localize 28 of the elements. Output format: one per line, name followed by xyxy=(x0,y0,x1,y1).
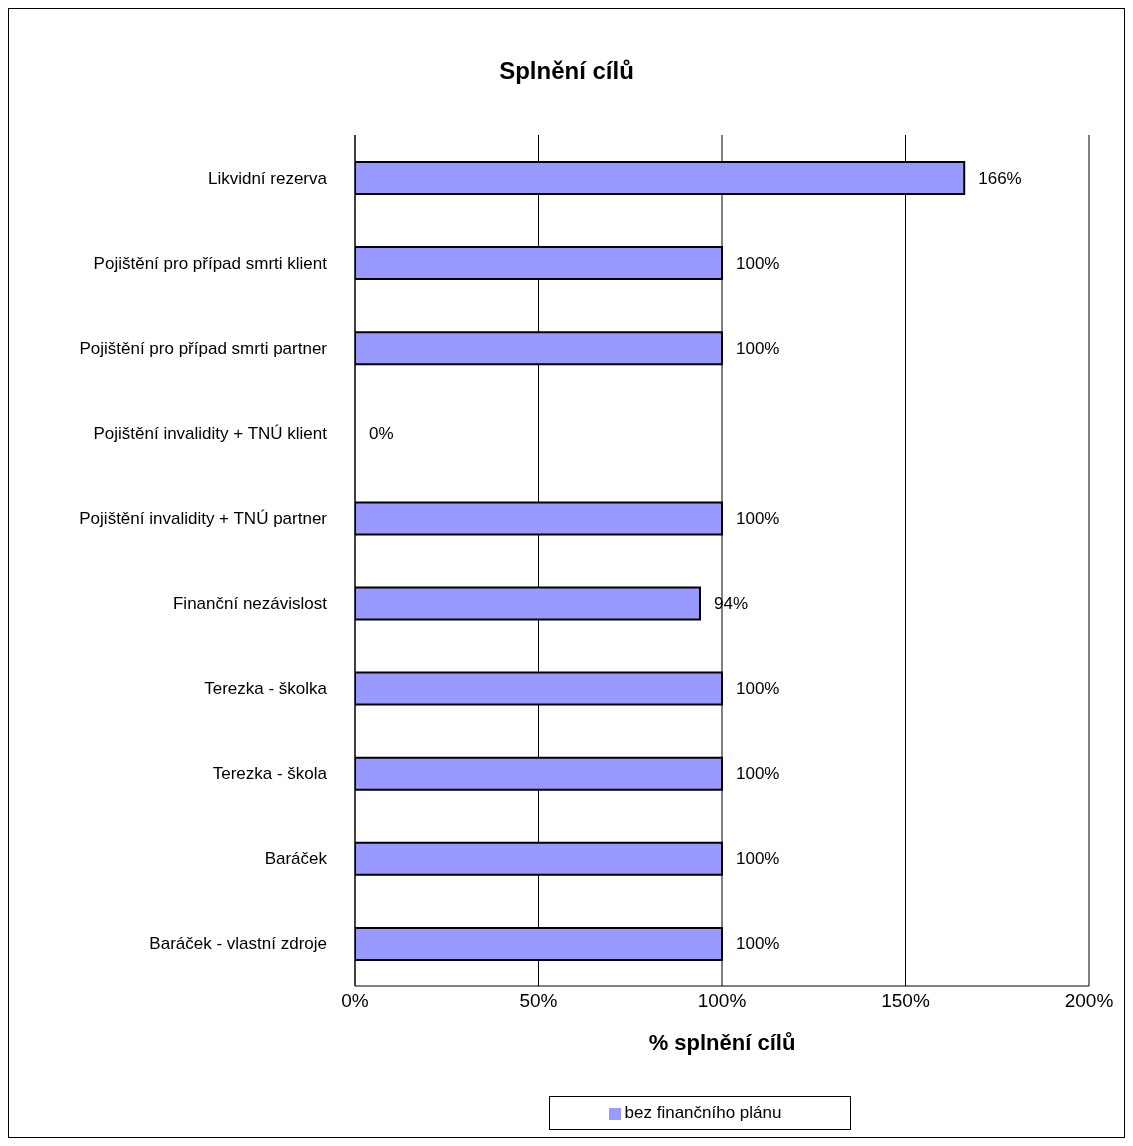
y-tick-label: Baráček - vlastní zdroje xyxy=(149,934,327,954)
x-tick-label: 150% xyxy=(881,990,930,1012)
data-label: 100% xyxy=(736,338,780,358)
y-tick-label: Terezka - školka xyxy=(204,679,328,699)
y-tick-label: Pojištění invalidity + TNÚ klient xyxy=(93,423,328,443)
data-label: 0% xyxy=(369,423,394,443)
data-label: 100% xyxy=(736,934,780,954)
y-tick-label: Baráček xyxy=(264,849,328,869)
y-tick-label: Finanční nezávislost xyxy=(172,594,328,613)
data-label: 100% xyxy=(736,849,780,869)
y-tick-label: Likvidní rezerva xyxy=(207,168,328,188)
data-label: 100% xyxy=(736,679,780,699)
x-tick-label: 200% xyxy=(1064,990,1114,1012)
x-tick-label: 0% xyxy=(341,990,369,1012)
data-label: 100% xyxy=(736,508,780,528)
y-tick-label: Pojištění pro případ smrti partner xyxy=(79,338,328,358)
legend-label: bez finančního plánu xyxy=(624,1103,782,1122)
x-tick-label: 50% xyxy=(519,990,558,1012)
data-label: 100% xyxy=(736,253,780,273)
data-label: 100% xyxy=(736,764,780,784)
y-tick-label: Pojištění invalidity + TNÚ partner xyxy=(79,508,328,528)
x-axis-title: % splnění cílů xyxy=(648,1030,796,1055)
y-tick-label: Terezka - škola xyxy=(212,764,328,784)
chart-title: Splnění cílů xyxy=(498,57,635,85)
data-label: 94% xyxy=(713,594,749,613)
x-tick-label: 100% xyxy=(697,990,747,1012)
y-tick-label: Pojištění pro případ smrti klient xyxy=(93,253,328,273)
data-label: 166% xyxy=(978,168,1022,188)
